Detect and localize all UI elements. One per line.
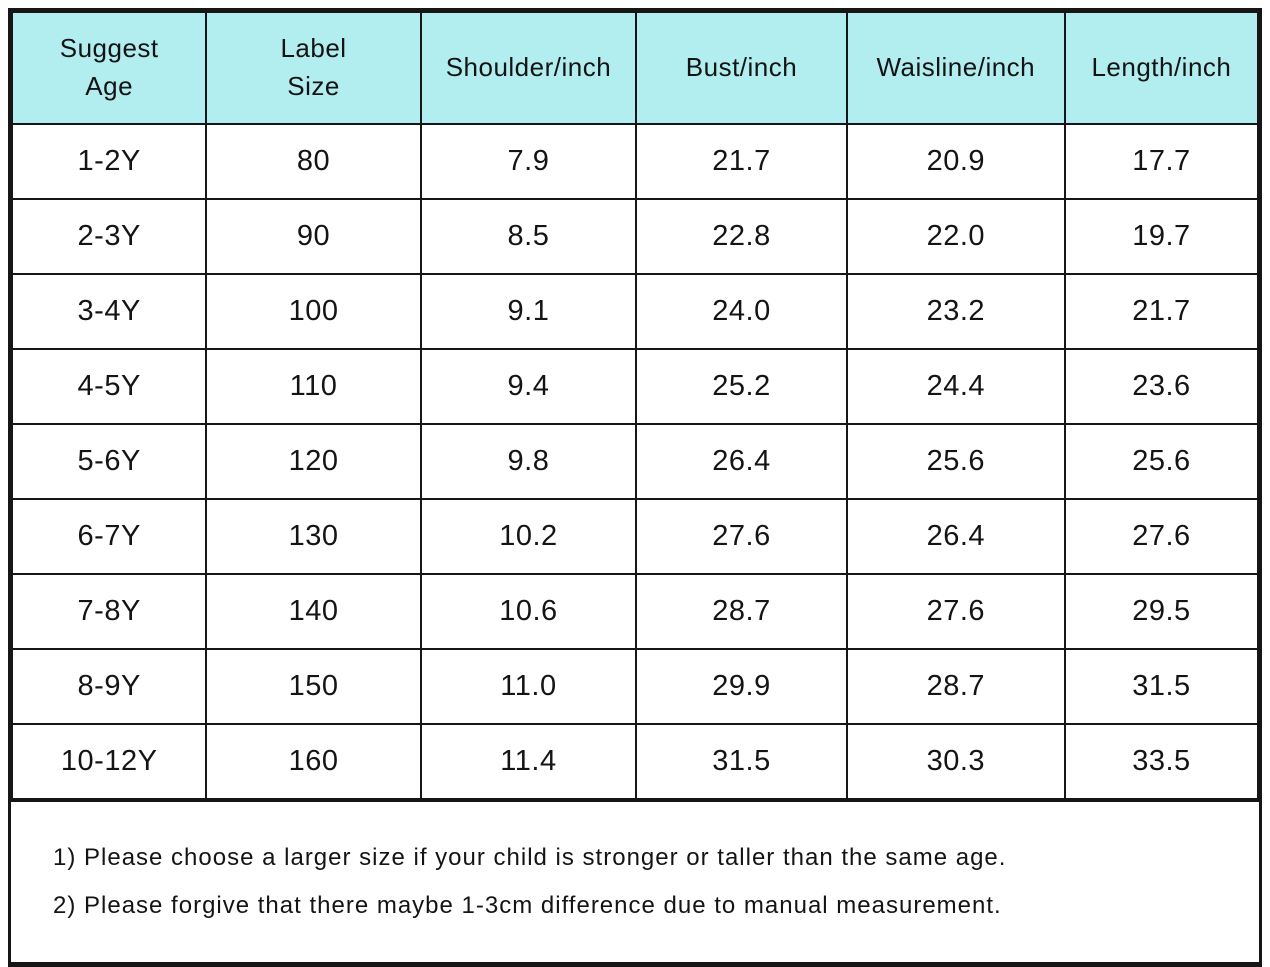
table-cell: 11.0 <box>419 648 638 725</box>
table-cell: 11.4 <box>419 723 638 800</box>
table-cell: 25.6 <box>1063 423 1260 500</box>
table-cell: 6-7Y <box>10 498 208 575</box>
table-cell: 80 <box>205 123 422 200</box>
table-cell: 120 <box>205 423 422 500</box>
table-row: 3-4Y 100 9.1 24.0 23.2 21.7 <box>10 273 1260 350</box>
table-cell: 22.0 <box>845 198 1066 275</box>
table-cell: 28.7 <box>635 573 848 650</box>
table-row: 5-6Y 120 9.8 26.4 25.6 25.6 <box>10 423 1260 500</box>
table-cell: 21.7 <box>635 123 848 200</box>
table-cell: 28.7 <box>845 648 1066 725</box>
header-cell-length: Length/inch <box>1063 11 1260 125</box>
table-cell: 29.5 <box>1063 573 1260 650</box>
table-cell: 9.1 <box>419 273 638 350</box>
table-row: 4-5Y 110 9.4 25.2 24.4 23.6 <box>10 348 1260 425</box>
table-row: 8-9Y 150 11.0 29.9 28.7 31.5 <box>10 648 1260 725</box>
table-row: 6-7Y 130 10.2 27.6 26.4 27.6 <box>10 498 1260 575</box>
table-cell: 19.7 <box>1063 198 1260 275</box>
table-cell: 27.6 <box>845 573 1066 650</box>
table-cell: 10-12Y <box>10 723 208 800</box>
table-cell: 20.9 <box>845 123 1066 200</box>
table-cell: 22.8 <box>635 198 848 275</box>
table-cell: 30.3 <box>845 723 1066 800</box>
table-cell: 24.0 <box>635 273 848 350</box>
table-cell: 23.6 <box>1063 348 1260 425</box>
table-cell: 110 <box>205 348 422 425</box>
table-cell: 7.9 <box>419 123 638 200</box>
table-cell: 8-9Y <box>10 648 208 725</box>
table-cell: 26.4 <box>845 498 1066 575</box>
table-cell: 140 <box>205 573 422 650</box>
notes-box: 1) Please choose a larger size if your c… <box>11 800 1259 962</box>
table-cell: 21.7 <box>1063 273 1260 350</box>
table-row: 2-3Y 90 8.5 22.8 22.0 19.7 <box>10 198 1260 275</box>
size-chart-sheet: Suggest Age Label Size Shoulder/inch Bus… <box>8 8 1262 967</box>
table-cell: 27.6 <box>1063 498 1260 575</box>
header-row: Suggest Age Label Size Shoulder/inch Bus… <box>10 11 1260 125</box>
table-row: 10-12Y 160 11.4 31.5 30.3 33.5 <box>10 723 1260 800</box>
table-cell: 26.4 <box>635 423 848 500</box>
table-cell: 3-4Y <box>10 273 208 350</box>
table-cell: 4-5Y <box>10 348 208 425</box>
header-cell-label-size: Label Size <box>205 11 422 125</box>
table-cell: 130 <box>205 498 422 575</box>
table-cell: 150 <box>205 648 422 725</box>
header-cell-shoulder: Shoulder/inch <box>419 11 638 125</box>
table-cell: 7-8Y <box>10 573 208 650</box>
note-line-1: 1) Please choose a larger size if your c… <box>53 844 1007 871</box>
table-cell: 10.6 <box>419 573 638 650</box>
table-cell: 31.5 <box>1063 648 1260 725</box>
table-cell: 10.2 <box>419 498 638 575</box>
table-cell: 27.6 <box>635 498 848 575</box>
table-cell: 23.2 <box>845 273 1066 350</box>
table-cell: 31.5 <box>635 723 848 800</box>
size-chart-table: Suggest Age Label Size Shoulder/inch Bus… <box>10 11 1260 800</box>
table-cell: 100 <box>205 273 422 350</box>
table-row: 7-8Y 140 10.6 28.7 27.6 29.5 <box>10 573 1260 650</box>
header-cell-bust: Bust/inch <box>635 11 848 125</box>
table-cell: 1-2Y <box>10 123 208 200</box>
table-cell: 2-3Y <box>10 198 208 275</box>
table-cell: 24.4 <box>845 348 1066 425</box>
note-line-2: 2) Please forgive that there maybe 1-3cm… <box>53 892 1002 919</box>
table-cell: 160 <box>205 723 422 800</box>
table-cell: 25.6 <box>845 423 1066 500</box>
table-cell: 90 <box>205 198 422 275</box>
table-row: 1-2Y 80 7.9 21.7 20.9 17.7 <box>10 123 1260 200</box>
size-chart-box: Suggest Age Label Size Shoulder/inch Bus… <box>8 8 1262 967</box>
header-cell-waisline: Waisline/inch <box>845 11 1066 125</box>
table-cell: 17.7 <box>1063 123 1260 200</box>
table-cell: 5-6Y <box>10 423 208 500</box>
table-cell: 9.8 <box>419 423 638 500</box>
table-cell: 29.9 <box>635 648 848 725</box>
table-cell: 8.5 <box>419 198 638 275</box>
table-cell: 25.2 <box>635 348 848 425</box>
table-cell: 9.4 <box>419 348 638 425</box>
table-cell: 33.5 <box>1063 723 1260 800</box>
header-cell-suggest-age: Suggest Age <box>10 11 208 125</box>
